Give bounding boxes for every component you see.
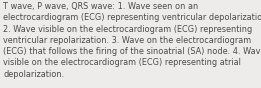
Text: T wave, P wave, QRS wave: 1. Wave seen on an
electrocardiogram (ECG) representin: T wave, P wave, QRS wave: 1. Wave seen o… [3,2,261,79]
